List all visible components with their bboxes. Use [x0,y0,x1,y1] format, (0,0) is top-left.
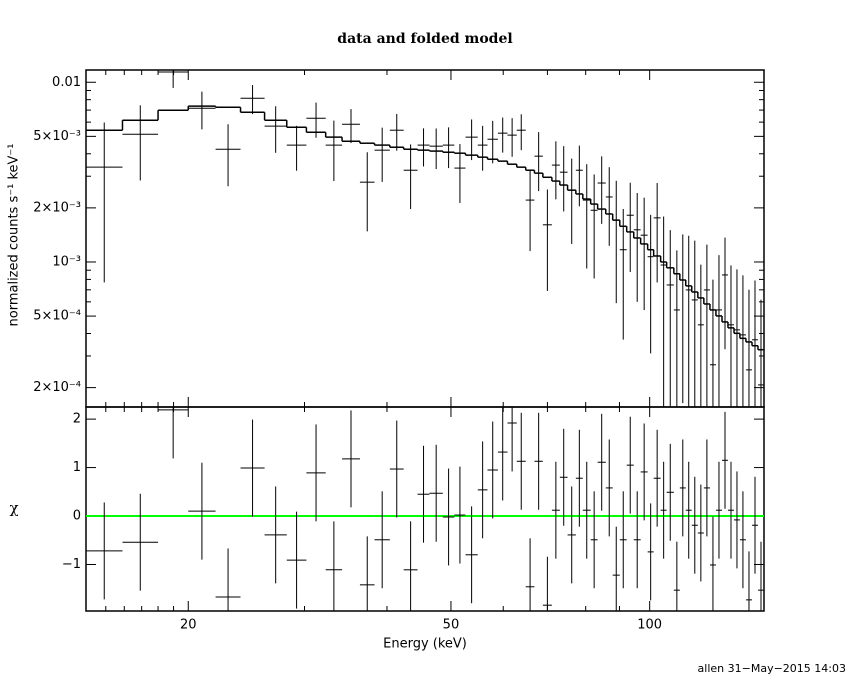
y-tick-label: 5×10⁻⁴ [33,309,81,324]
x-tick-label: 50 [443,618,460,633]
y-tick-label: 0.01 [52,75,81,90]
x-tick-label: 20 [180,618,197,633]
x-axis-label: Energy (keV) [383,637,467,652]
y-axis-label: χ [9,499,18,517]
y-tick-label: 10⁻³ [52,254,81,269]
x-tick-label: 100 [637,618,662,633]
chart-title: data and folded model [337,31,512,47]
y-tick-label: 5×10⁻³ [33,129,81,144]
plot-frame [85,69,765,408]
footer: allen 31−May−2015 14:03 [698,662,846,675]
y-tick-label: 2 [73,412,81,427]
y-tick-label: 2×10⁻⁴ [33,380,81,395]
y-axis-label: normalized counts s⁻¹ keV⁻¹ [7,144,22,327]
y-tick-label: 1 [73,460,81,475]
y-tick-label: −1 [62,557,81,572]
plot-frame [85,406,765,612]
y-tick-label: 2×10⁻³ [33,200,81,215]
y-tick-label: 0 [73,509,81,524]
